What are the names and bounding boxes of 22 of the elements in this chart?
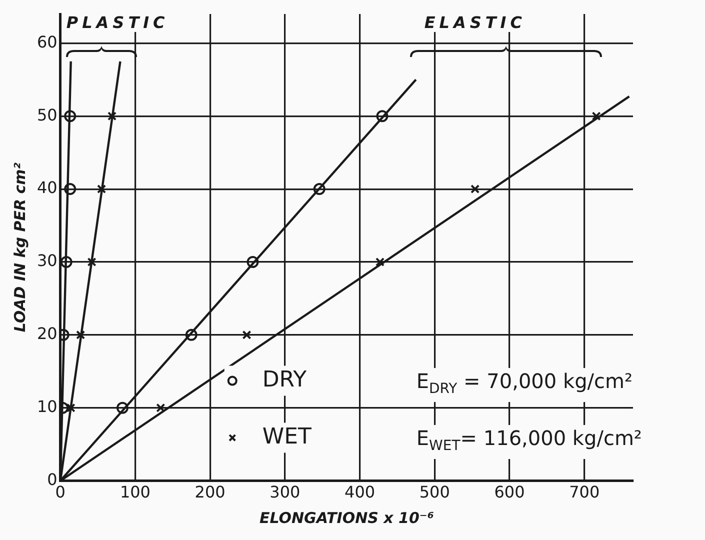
legend-label: DRY	[262, 368, 308, 393]
y-tick-label: 60	[37, 32, 58, 52]
x-tick-label: 400	[344, 482, 376, 502]
x-tick-label: 500	[419, 482, 450, 502]
x-tick-label: 700	[569, 482, 600, 502]
x-axis-title: ELONGATIONS x 10⁻⁶	[259, 508, 434, 527]
annotation: E$_{DRY}$ = 70,000 kg/cm²	[416, 368, 632, 402]
legend-label: WET	[262, 424, 312, 450]
x-tick-label: 100	[120, 482, 150, 502]
y-tick-label: 40	[37, 178, 58, 198]
y-axis-title: LOAD IN kg PER cm²	[10, 162, 29, 332]
y-tick-label: 20	[37, 324, 58, 344]
x-tick-label: 200	[194, 482, 226, 502]
y-tick-label: 50	[37, 105, 58, 124]
x-tick-label: 600	[494, 482, 525, 502]
x-tick-label: 300	[270, 482, 300, 502]
y-tick-label: 10	[37, 397, 58, 416]
y-tick-label: 0	[47, 470, 58, 489]
y-tick-label: 30	[37, 251, 58, 270]
annotation: PLASTIC	[64, 13, 171, 32]
annotation: ELASTIC	[422, 13, 528, 32]
annotation: E$_{WET}$= 116,000 kg/cm²	[416, 424, 642, 459]
